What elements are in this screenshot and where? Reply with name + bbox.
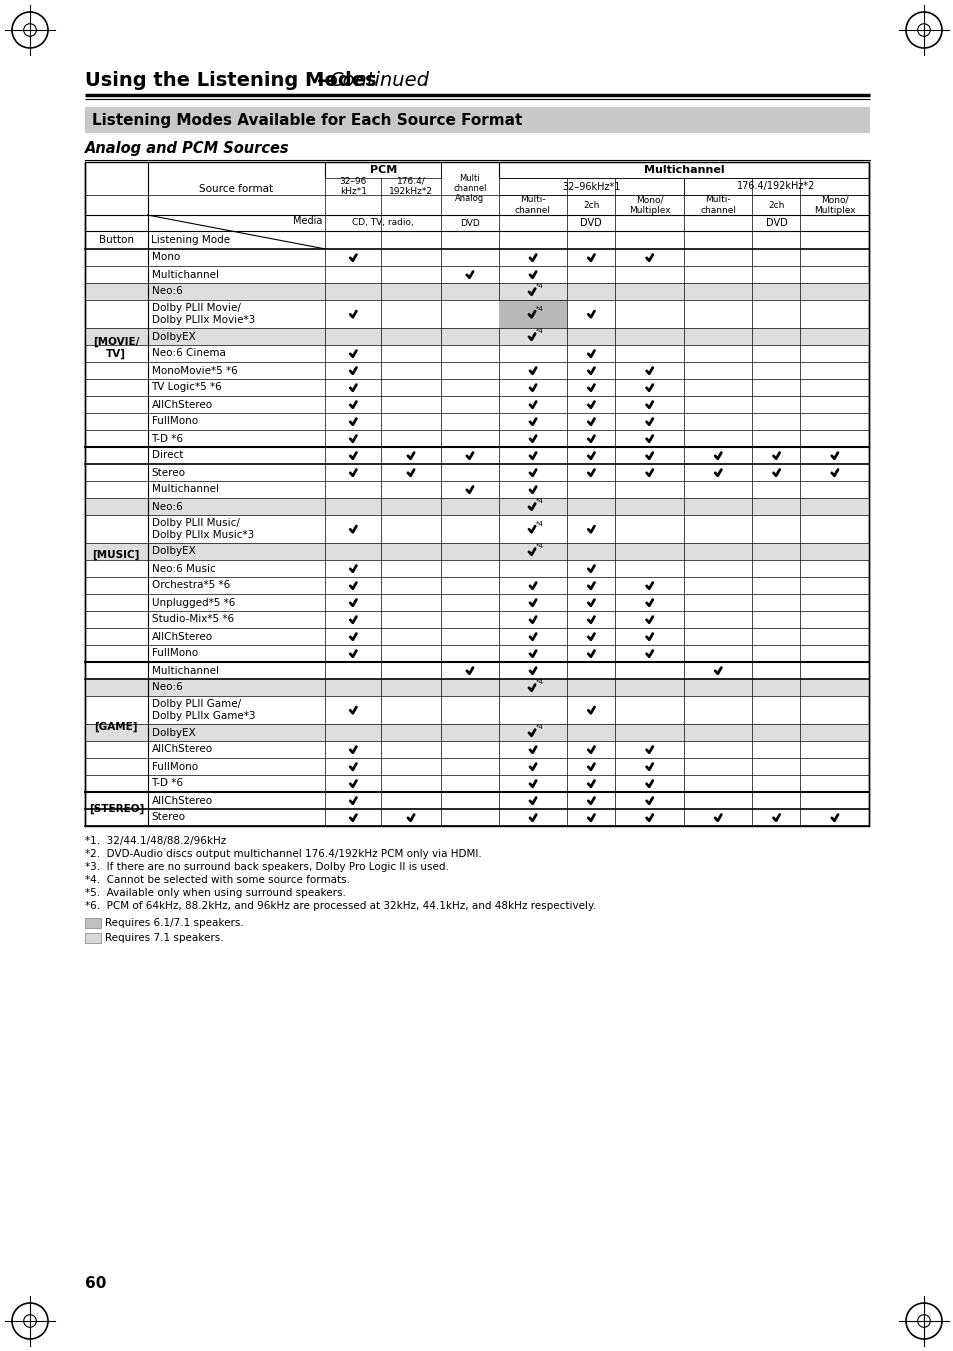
Text: Multi-
channel: Multi- channel xyxy=(700,196,736,215)
Text: *1.  32/44.1/48/88.2/96kHz: *1. 32/44.1/48/88.2/96kHz xyxy=(85,836,226,846)
Bar xyxy=(498,300,567,328)
Text: Listening Modes Available for Each Source Format: Listening Modes Available for Each Sourc… xyxy=(91,112,522,127)
Text: *2.  DVD-Audio discs output multichannel 176.4/192kHz PCM only via HDMI.: *2. DVD-Audio discs output multichannel … xyxy=(85,848,481,859)
Bar xyxy=(85,162,868,825)
Text: *4: *4 xyxy=(536,499,543,504)
Text: [GAME]: [GAME] xyxy=(94,721,138,732)
Text: DolbyEX: DolbyEX xyxy=(152,331,195,342)
Text: TV Logic*5 *6: TV Logic*5 *6 xyxy=(152,382,222,393)
Text: FullMono: FullMono xyxy=(152,648,197,658)
Text: 2ch: 2ch xyxy=(582,200,598,209)
Text: Unplugged*5 *6: Unplugged*5 *6 xyxy=(152,597,234,608)
Bar xyxy=(85,680,868,696)
Text: AllChStereo: AllChStereo xyxy=(152,796,213,805)
Text: CD, TV, radio,: CD, TV, radio, xyxy=(352,219,414,227)
Text: *4: *4 xyxy=(536,724,543,731)
Text: Direct: Direct xyxy=(152,450,183,461)
Bar xyxy=(85,328,868,345)
Text: Multichannel: Multichannel xyxy=(152,269,218,280)
Text: Neo:6: Neo:6 xyxy=(152,682,182,693)
Text: DVD: DVD xyxy=(579,218,601,228)
Text: Listening Mode: Listening Mode xyxy=(151,235,230,245)
Text: Neo:6 Music: Neo:6 Music xyxy=(152,563,215,574)
Text: Dolby PLIIx Game*3: Dolby PLIIx Game*3 xyxy=(152,711,254,721)
Text: *3.  If there are no surround back speakers, Dolby Pro Logic II is used.: *3. If there are no surround back speake… xyxy=(85,862,449,871)
Text: Stereo: Stereo xyxy=(152,467,185,477)
Text: 176.4/
192kHz*2: 176.4/ 192kHz*2 xyxy=(389,177,433,196)
Text: AllChStereo: AllChStereo xyxy=(152,400,213,409)
Text: Multichannel: Multichannel xyxy=(643,165,723,176)
Text: *6.  PCM of 64kHz, 88.2kHz, and 96kHz are processed at 32kHz, 44.1kHz, and 48kHz: *6. PCM of 64kHz, 88.2kHz, and 96kHz are… xyxy=(85,901,596,911)
Text: Multichannel: Multichannel xyxy=(152,485,218,494)
Text: T-D *6: T-D *6 xyxy=(152,778,183,789)
Text: Neo:6: Neo:6 xyxy=(152,501,182,512)
Text: Mono: Mono xyxy=(152,253,179,262)
Text: [MUSIC]: [MUSIC] xyxy=(92,550,140,559)
Text: AllChStereo: AllChStereo xyxy=(152,631,213,642)
Text: *4: *4 xyxy=(536,543,543,550)
Text: [MOVIE/
TV]: [MOVIE/ TV] xyxy=(93,336,139,359)
Text: Multichannel: Multichannel xyxy=(152,666,218,676)
Text: DVD: DVD xyxy=(459,219,479,227)
Text: *4: *4 xyxy=(536,284,543,289)
Text: T-D *6: T-D *6 xyxy=(152,434,183,443)
Bar xyxy=(85,917,101,928)
Text: 176.4/192kHz*2: 176.4/192kHz*2 xyxy=(737,181,815,192)
Bar xyxy=(85,499,868,515)
Text: 60: 60 xyxy=(85,1275,107,1292)
Text: Analog and PCM Sources: Analog and PCM Sources xyxy=(85,141,290,155)
Text: 32–96
kHz*1: 32–96 kHz*1 xyxy=(339,177,367,196)
Text: *4: *4 xyxy=(536,680,543,685)
Text: Mono/
Multiplex: Mono/ Multiplex xyxy=(628,196,670,215)
Text: Button: Button xyxy=(99,235,133,245)
Text: 32–96kHz*1: 32–96kHz*1 xyxy=(561,181,619,192)
Text: *4: *4 xyxy=(536,328,543,334)
Bar xyxy=(85,934,101,943)
Text: Requires 6.1/7.1 speakers.: Requires 6.1/7.1 speakers. xyxy=(105,917,244,928)
Text: Dolby PLII Music/: Dolby PLII Music/ xyxy=(152,519,239,528)
Bar xyxy=(85,282,868,300)
Text: Source format: Source format xyxy=(199,184,274,193)
Text: Requires 7.1 speakers.: Requires 7.1 speakers. xyxy=(105,934,223,943)
Text: DolbyEX: DolbyEX xyxy=(152,727,195,738)
Bar xyxy=(85,543,868,561)
Text: DVD: DVD xyxy=(764,218,786,228)
Text: 2ch: 2ch xyxy=(767,200,783,209)
Text: Using the Listening Modes: Using the Listening Modes xyxy=(85,72,376,91)
Text: —: — xyxy=(316,72,336,91)
Bar xyxy=(85,107,869,132)
Text: MonoMovie*5 *6: MonoMovie*5 *6 xyxy=(152,366,237,376)
Text: PCM: PCM xyxy=(369,165,396,176)
Text: DolbyEX: DolbyEX xyxy=(152,547,195,557)
Text: Stereo: Stereo xyxy=(152,812,185,823)
Text: Dolby PLII Game/: Dolby PLII Game/ xyxy=(152,700,240,709)
Text: *4.  Cannot be selected with some source formats.: *4. Cannot be selected with some source … xyxy=(85,875,350,885)
Text: Dolby PLIIx Music*3: Dolby PLIIx Music*3 xyxy=(152,530,253,540)
Text: Studio-Mix*5 *6: Studio-Mix*5 *6 xyxy=(152,615,233,624)
Text: Neo:6 Cinema: Neo:6 Cinema xyxy=(152,349,225,358)
Text: Multi
channel
Analog: Multi channel Analog xyxy=(453,173,486,204)
Text: Multi-
channel: Multi- channel xyxy=(515,196,550,215)
Text: Continued: Continued xyxy=(329,72,429,91)
Text: Dolby PLII Movie/: Dolby PLII Movie/ xyxy=(152,304,240,313)
Text: *4: *4 xyxy=(536,305,543,312)
Text: Neo:6: Neo:6 xyxy=(152,286,182,296)
Text: AllChStereo: AllChStereo xyxy=(152,744,213,754)
Text: *4: *4 xyxy=(536,520,543,527)
Text: Media: Media xyxy=(293,216,322,226)
Text: [STEREO]: [STEREO] xyxy=(89,804,144,815)
Text: FullMono: FullMono xyxy=(152,762,197,771)
Text: Dolby PLIIx Movie*3: Dolby PLIIx Movie*3 xyxy=(152,315,254,326)
Text: *5.  Available only when using surround speakers.: *5. Available only when using surround s… xyxy=(85,888,346,898)
Bar xyxy=(85,724,868,740)
Text: Orchestra*5 *6: Orchestra*5 *6 xyxy=(152,581,230,590)
Text: FullMono: FullMono xyxy=(152,416,197,427)
Text: Mono/
Multiplex: Mono/ Multiplex xyxy=(813,196,855,215)
